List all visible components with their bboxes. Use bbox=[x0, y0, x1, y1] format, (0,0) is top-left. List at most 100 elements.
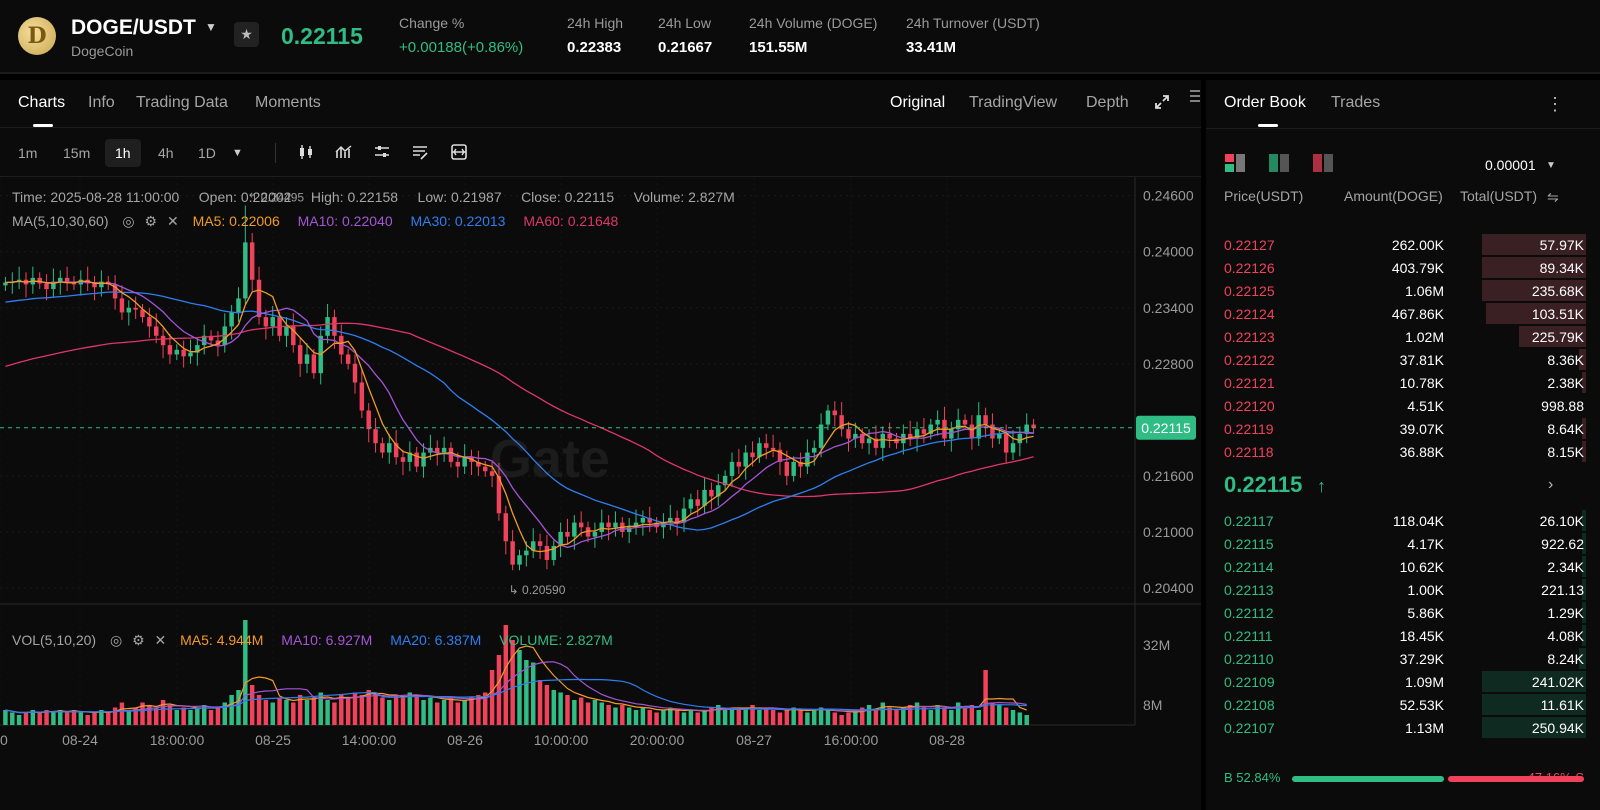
ask-price: 0.22127 bbox=[1224, 237, 1275, 253]
tab-trades[interactable]: Trades bbox=[1331, 94, 1381, 111]
both-sides-layout-icon[interactable] bbox=[1224, 153, 1246, 173]
candle-body bbox=[606, 522, 611, 528]
ask-amount: 1.02M bbox=[1405, 329, 1444, 345]
volume-bar bbox=[866, 705, 872, 725]
candle-body bbox=[928, 424, 933, 434]
candle-body bbox=[263, 317, 269, 327]
ask-row[interactable]: 0.22121 10.78K 2.38K bbox=[1206, 372, 1600, 394]
drawing-tools-icon[interactable] bbox=[411, 143, 429, 161]
bid-row[interactable]: 0.22113 1.00K 221.13 bbox=[1206, 579, 1600, 601]
gear-icon[interactable]: ⚙ bbox=[144, 213, 158, 229]
ask-row[interactable]: 0.22127 262.00K 57.97K bbox=[1206, 234, 1600, 256]
candlestick-chart[interactable]: 0.24600 0.24000 0.23400 0.22800 0.21600 0.210… bbox=[0, 177, 1201, 810]
view-original[interactable]: Original bbox=[890, 94, 946, 111]
gear-icon[interactable]: ⚙ bbox=[132, 632, 145, 648]
ask-row[interactable]: 0.22118 36.88K 8.15K bbox=[1206, 441, 1600, 463]
timeframe-1d[interactable]: 1D bbox=[198, 145, 216, 161]
bid-price: 0.22110 bbox=[1224, 651, 1274, 667]
bids-layout-icon[interactable] bbox=[1268, 153, 1290, 173]
more-options-icon[interactable]: ⋮ bbox=[1546, 94, 1564, 114]
menu-icon[interactable] bbox=[1190, 90, 1200, 102]
ask-amount: 262.00K bbox=[1391, 237, 1444, 253]
volume-bar bbox=[551, 690, 556, 725]
volume-bar bbox=[674, 710, 680, 725]
ask-row[interactable]: 0.22122 37.81K 8.36K bbox=[1206, 349, 1600, 371]
volume-bar bbox=[469, 697, 474, 725]
asks-layout-icon[interactable] bbox=[1312, 153, 1334, 173]
bid-row[interactable]: 0.22108 52.53K 11.61K bbox=[1206, 694, 1600, 716]
buy-ratio-bar bbox=[1292, 776, 1444, 782]
volume-bar bbox=[743, 707, 748, 725]
candle-body bbox=[866, 438, 872, 444]
chevron-right-icon[interactable]: › bbox=[1548, 476, 1554, 493]
eye-icon[interactable]: ◎ bbox=[122, 213, 135, 229]
indicator-icon[interactable] bbox=[335, 143, 353, 161]
volume-bar bbox=[345, 697, 351, 725]
chevron-down-icon[interactable]: ▼ bbox=[205, 20, 217, 34]
candle-close: Close: 0.22115 bbox=[521, 189, 615, 205]
timeframe-1h[interactable]: 1h bbox=[105, 139, 141, 167]
timeframe-15m[interactable]: 15m bbox=[63, 145, 91, 161]
layout-icon[interactable] bbox=[450, 143, 468, 161]
volume-bar bbox=[880, 702, 886, 725]
ask-row[interactable]: 0.22123 1.02M 225.79K bbox=[1206, 326, 1600, 348]
expand-icon[interactable] bbox=[1154, 94, 1170, 110]
candle-body bbox=[510, 541, 515, 565]
ask-row[interactable]: 0.22119 39.07K 8.64K bbox=[1206, 418, 1600, 440]
favorite-star-button[interactable]: ★ bbox=[234, 22, 259, 47]
tab-info[interactable]: Info bbox=[88, 94, 115, 111]
close-icon[interactable]: ✕ bbox=[154, 632, 167, 648]
tab-moments[interactable]: Moments bbox=[255, 94, 321, 111]
volume-bar bbox=[812, 710, 817, 725]
volume-bar bbox=[435, 702, 440, 725]
candle-info: Time: 2025-08-28 11:00:00 Open: 0.22002 … bbox=[12, 189, 735, 205]
chevron-down-icon[interactable]: ▼ bbox=[1546, 160, 1556, 171]
ask-row[interactable]: 0.22125 1.06M 235.68K bbox=[1206, 280, 1600, 302]
volume-tick-label: 8M bbox=[1143, 697, 1162, 713]
close-icon[interactable]: ✕ bbox=[166, 213, 179, 229]
volume-bar bbox=[51, 712, 56, 725]
bid-row[interactable]: 0.22110 37.29K 8.24K bbox=[1206, 648, 1600, 670]
volume-bar bbox=[448, 697, 454, 725]
bid-row[interactable]: 0.22117 118.04K 26.10K bbox=[1206, 510, 1600, 532]
volume-bar bbox=[58, 710, 63, 725]
view-tradingview[interactable]: TradingView bbox=[969, 94, 1058, 111]
pair-selector[interactable]: DOGE/USDT bbox=[71, 16, 196, 39]
bid-total: 922.62 bbox=[1541, 536, 1584, 552]
ask-price: 0.22122 bbox=[1224, 352, 1275, 368]
settings-sliders-icon[interactable] bbox=[373, 143, 391, 161]
volume-bar bbox=[1010, 710, 1016, 725]
candle-body bbox=[345, 354, 351, 364]
bid-row[interactable]: 0.22111 18.45K 4.08K bbox=[1206, 625, 1600, 647]
tab-order-book[interactable]: Order Book bbox=[1224, 94, 1306, 111]
ask-row[interactable]: 0.22126 403.79K 89.34K bbox=[1206, 257, 1600, 279]
eye-icon[interactable]: ◎ bbox=[109, 632, 123, 648]
precision-select[interactable]: 0.00001 bbox=[1485, 157, 1536, 173]
tab-charts[interactable]: Charts bbox=[18, 94, 66, 111]
ma5-value: MA5: 0.22006 bbox=[192, 213, 280, 229]
stat-value: +0.00188(+0.86%) bbox=[399, 39, 524, 56]
timeframe-1m[interactable]: 1m bbox=[18, 145, 38, 161]
bid-row[interactable]: 0.22115 4.17K 922.62 bbox=[1206, 533, 1600, 555]
volume-bar bbox=[44, 710, 49, 725]
candlestick-icon[interactable] bbox=[297, 143, 315, 161]
ask-row[interactable]: 0.22120 4.51K 998.88 bbox=[1206, 395, 1600, 417]
candle-body bbox=[818, 424, 824, 448]
tab-trading-data[interactable]: Trading Data bbox=[136, 94, 228, 111]
timeframe-4h[interactable]: 4h bbox=[158, 145, 174, 161]
bid-amount: 37.29K bbox=[1399, 651, 1444, 667]
buy-ratio-label: B 52.84% bbox=[1224, 770, 1281, 785]
bid-row[interactable]: 0.22112 5.86K 1.29K bbox=[1206, 602, 1600, 624]
volume-bar bbox=[818, 707, 824, 725]
ask-row[interactable]: 0.22124 467.86K 103.51K bbox=[1206, 303, 1600, 325]
volume-bar bbox=[462, 700, 467, 725]
chevron-down-icon[interactable]: ▼ bbox=[232, 147, 243, 159]
bid-price: 0.22111 bbox=[1224, 628, 1273, 644]
depth-bar bbox=[1486, 303, 1586, 324]
bid-row[interactable]: 0.22109 1.09M 241.02K bbox=[1206, 671, 1600, 693]
depth-bar bbox=[1482, 717, 1586, 738]
view-depth[interactable]: Depth bbox=[1086, 94, 1129, 111]
bid-row[interactable]: 0.22107 1.13M 250.94K bbox=[1206, 717, 1600, 739]
bid-row[interactable]: 0.22114 10.62K 2.34K bbox=[1206, 556, 1600, 578]
swap-icon[interactable]: ⇋ bbox=[1547, 189, 1559, 205]
